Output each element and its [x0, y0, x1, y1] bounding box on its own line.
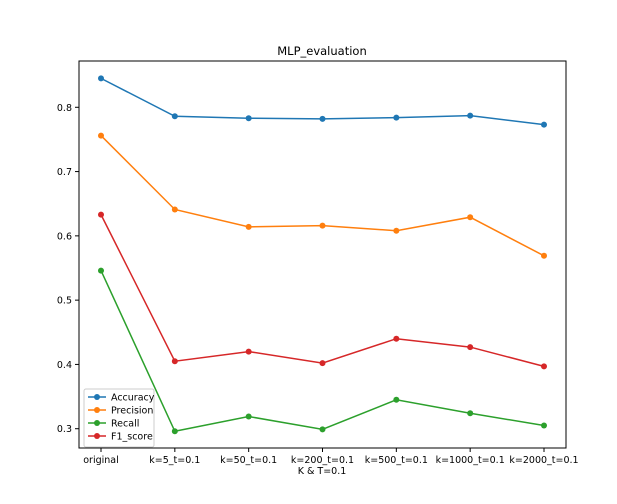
series-recall	[98, 267, 547, 435]
data-point-accuracy	[171, 113, 178, 120]
data-point-f1-score	[541, 363, 547, 370]
x-tick-label: k=2000_t=0.1	[509, 455, 578, 466]
data-point-accuracy	[541, 121, 547, 128]
x-tick-label: k=200_t=0.1	[291, 455, 354, 466]
data-point-accuracy	[393, 114, 400, 121]
data-point-recall	[98, 267, 104, 274]
data-point-accuracy	[98, 75, 104, 82]
legend-label: Accuracy	[111, 393, 155, 404]
data-point-precision	[541, 252, 547, 259]
legend-label: F1_score	[111, 432, 153, 443]
data-point-recall	[541, 422, 547, 429]
x-tick-label: original	[83, 455, 119, 466]
y-tick-label: 0.5	[57, 296, 72, 307]
x-axis: original k=5_t=0.1 k=50_t=0.1 k=200_t=0.1 k=…	[83, 448, 579, 466]
y-tick-label: 0.3	[57, 424, 72, 435]
data-point-accuracy	[319, 115, 326, 122]
series-line-recall	[100, 270, 545, 433]
series-f1-score	[98, 211, 547, 370]
x-tick-label: k=5_t=0.1	[149, 455, 200, 466]
data-point-recall	[171, 428, 178, 435]
data-point-precision	[467, 214, 474, 221]
chart-title: MLP_evaluation	[277, 44, 367, 58]
data-point-precision	[171, 206, 178, 213]
data-point-recall	[319, 426, 326, 433]
data-point-f1-score	[171, 358, 178, 365]
data-point-accuracy	[245, 115, 252, 122]
x-tick-label: k=50_t=0.1	[220, 455, 277, 466]
data-point-precision	[393, 227, 400, 234]
data-point-f1-score	[467, 344, 474, 351]
x-tick-label: k=500_t=0.1	[365, 455, 428, 466]
legend-swatch-marker	[94, 433, 100, 439]
data-point-f1-score	[393, 335, 400, 342]
y-tick-label: 0.8	[57, 103, 72, 114]
legend-swatch-marker	[94, 394, 100, 400]
data-point-recall	[393, 396, 400, 403]
y-tick-label: 0.6	[57, 231, 72, 242]
data-point-recall	[245, 413, 252, 420]
legend-box	[83, 388, 155, 448]
x-tick-label: k=1000_t=0.1	[436, 455, 505, 466]
legend-swatch-marker	[94, 420, 100, 426]
legend-label: Recall	[111, 419, 139, 430]
data-point-precision	[98, 132, 104, 139]
y-tick-label: 0.7	[57, 167, 72, 178]
y-tick-label: 0.4	[57, 360, 72, 371]
data-point-f1-score	[98, 211, 104, 218]
data-point-recall	[467, 410, 474, 417]
series-layer	[98, 75, 547, 435]
legend-label: Precision	[111, 406, 153, 417]
series-line-precision	[100, 135, 545, 257]
y-axis: 0.3 0.4 0.5 0.6 0.7 0.8	[57, 103, 79, 435]
series-accuracy	[98, 75, 547, 128]
legend-swatch-marker	[94, 407, 100, 413]
legend: Accuracy Precision Recall F1_score	[83, 388, 155, 448]
data-point-precision	[245, 223, 252, 230]
x-axis-label: K & T=0.1	[298, 466, 347, 477]
series-precision	[98, 132, 547, 259]
series-line-f1-score	[100, 214, 545, 368]
data-point-accuracy	[467, 112, 474, 119]
data-point-f1-score	[245, 348, 252, 355]
data-point-precision	[319, 222, 326, 229]
data-point-f1-score	[319, 360, 326, 367]
